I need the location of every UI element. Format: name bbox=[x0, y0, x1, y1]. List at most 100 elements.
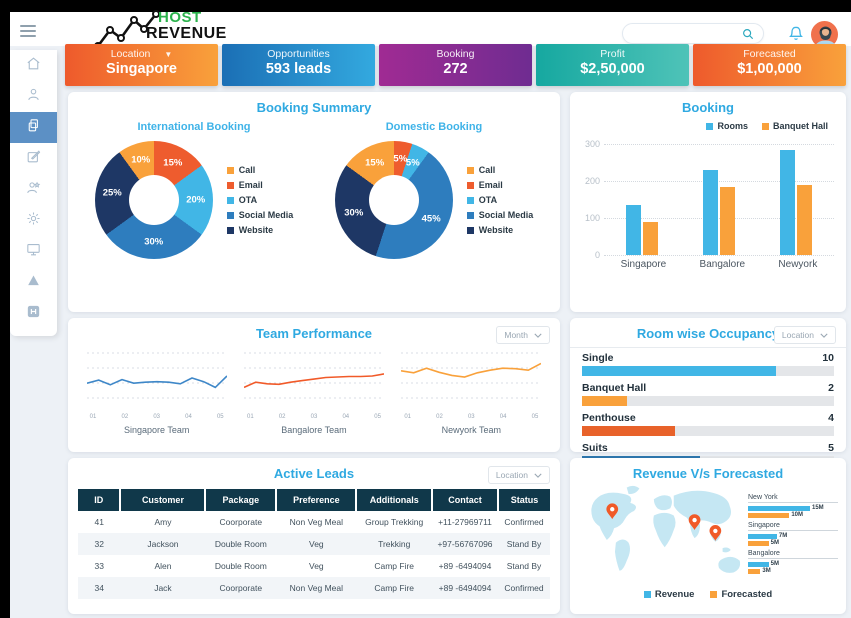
sidebar-item-user[interactable] bbox=[10, 81, 57, 112]
table-cell: +97-56767096 bbox=[431, 533, 499, 555]
donut-chart-0: 15% 20% 30% 25% 10% bbox=[94, 141, 213, 259]
sidebar-item-contacts[interactable] bbox=[10, 174, 57, 205]
table-cell: Stand By bbox=[506, 561, 542, 571]
x-tick-label: Newyork bbox=[778, 259, 818, 270]
legend-label: OTA bbox=[478, 195, 498, 205]
table-cell: Stand By bbox=[498, 533, 550, 555]
sidebar-item-monitor[interactable] bbox=[10, 236, 57, 267]
map-pin-icon[interactable] bbox=[688, 514, 701, 531]
x-tick-label: 01 bbox=[89, 414, 97, 420]
table-row[interactable]: 34 Jack Coorporate Non Veg Meal Camp Fire +89… bbox=[78, 577, 550, 599]
sidebar-item-settings[interactable] bbox=[10, 205, 57, 236]
donut-flex: 15% 20% 30% 25% 10% Call Email OTA Social Media W… bbox=[80, 141, 308, 259]
room-count-value: 2 bbox=[828, 382, 834, 394]
edit-icon bbox=[25, 148, 42, 170]
world-map bbox=[591, 485, 741, 573]
map-pin-icon[interactable] bbox=[606, 503, 619, 520]
table-row[interactable]: 41 Amy Coorporate Non Veg Meal Group Trekkin… bbox=[78, 511, 550, 533]
donut-subtitle: Domestic Booking bbox=[385, 121, 483, 133]
column-header-customer: Customer bbox=[119, 489, 206, 511]
table-cell: Jack bbox=[120, 577, 206, 599]
search-icon[interactable] bbox=[741, 27, 755, 41]
search-input[interactable] bbox=[622, 23, 764, 44]
room-count-value: 4 bbox=[828, 412, 834, 424]
legend-swatch bbox=[706, 122, 714, 130]
gridline bbox=[604, 255, 834, 256]
chevron-down-icon bbox=[534, 473, 542, 478]
map-pin-icon[interactable] bbox=[709, 525, 722, 541]
x-tick-label: 04 bbox=[499, 414, 507, 420]
legend-label: Email bbox=[478, 180, 503, 190]
x-tick-label: 04 bbox=[342, 414, 350, 420]
booking-chart-card: Booking Rooms Banquet Hall 300 200 100 0 Sin… bbox=[570, 92, 846, 312]
donut-slice-label: 15% bbox=[163, 157, 183, 169]
table-cell: Confirmed bbox=[504, 517, 544, 527]
occupancy-fill-bar bbox=[582, 396, 628, 406]
notifications-button[interactable] bbox=[786, 24, 806, 44]
kpi-card-opportunities[interactable]: Opportunities 593 leads bbox=[222, 44, 375, 86]
sparkline-xticks: 01 02 03 04 05 bbox=[82, 414, 232, 420]
kpi-card-profit[interactable]: Profit $2,50,000 bbox=[536, 44, 689, 86]
donut-block-1: Domestic Booking 5% 5% 45% 30% 15% Call Email OT… bbox=[320, 117, 548, 259]
city-bars-new-york: New York 15M 10M bbox=[748, 494, 838, 518]
gridline bbox=[604, 144, 834, 146]
bar-rooms[interactable] bbox=[779, 149, 795, 255]
kpi-card-forecasted[interactable]: Forecasted $1,00,000 bbox=[693, 44, 846, 86]
room-type-label: Single bbox=[582, 352, 614, 364]
legend-swatch bbox=[643, 591, 651, 598]
occupancy-track bbox=[582, 366, 834, 376]
logo-word-revenue: REVENUE bbox=[146, 25, 227, 42]
table-cell: Alen bbox=[154, 561, 172, 571]
revenue-bar bbox=[748, 533, 777, 539]
legend-label: Social Media bbox=[238, 210, 294, 220]
month-dropdown[interactable]: Month bbox=[496, 326, 550, 344]
city-name-label: Singapore bbox=[748, 522, 838, 531]
donut-slice-label: 30% bbox=[144, 236, 164, 248]
documents-icon bbox=[25, 117, 42, 139]
room-count-value: 5 bbox=[828, 442, 834, 454]
occupancy-row-labels: Single 10 bbox=[582, 352, 834, 364]
legend-swatch bbox=[466, 166, 474, 174]
sparkline bbox=[396, 347, 546, 414]
legend-label: OTA bbox=[238, 195, 258, 205]
column-header-additionals: Additionals bbox=[355, 489, 432, 511]
kpi-card-location[interactable]: Location ▼ Singapore bbox=[65, 44, 218, 86]
revenue-map-legend: Revenue Forecasted bbox=[570, 589, 846, 600]
bar-rooms[interactable] bbox=[702, 170, 718, 255]
revenue-map-card: Revenue V/s Forecasted New York 15M 10M Sin… bbox=[570, 458, 846, 614]
table-cell: Coorporate bbox=[205, 577, 277, 599]
table-cell: Group Trekking bbox=[365, 517, 424, 527]
booking-chart-area bbox=[604, 137, 834, 256]
table-row[interactable]: 33 Alen Double Room Veg Camp Fire +89 -649409… bbox=[78, 555, 550, 577]
sidebar-item-home[interactable] bbox=[10, 50, 57, 81]
legend-item: Website bbox=[226, 225, 294, 235]
bar-banquet-hall[interactable] bbox=[796, 184, 812, 255]
kpi-card-booking[interactable]: Booking 272 bbox=[379, 44, 532, 86]
donut-subtitle: International Booking bbox=[137, 121, 251, 133]
sidebar-item-documents[interactable] bbox=[10, 112, 57, 143]
sidebar-item-drive[interactable] bbox=[10, 267, 57, 298]
table-cell: +11-27969711 bbox=[438, 517, 492, 527]
occupancy-location-dropdown[interactable]: Location bbox=[773, 326, 836, 344]
sidebar-item-edit[interactable] bbox=[10, 143, 57, 174]
logo-word-host: HOST bbox=[158, 9, 202, 26]
bar-rooms[interactable] bbox=[626, 205, 642, 255]
x-tick-label: 02 bbox=[436, 414, 443, 420]
donut-slice-label: 5% bbox=[405, 157, 420, 169]
table-row[interactable]: 32 Jackson Double Room Veg Trekking +97-56767… bbox=[78, 533, 550, 555]
leads-location-dropdown[interactable]: Location bbox=[487, 466, 550, 484]
team-name-label: Singapore Team bbox=[123, 425, 190, 435]
donut-block-0: International Booking 15% 20% 30% 25% 10% Call… bbox=[80, 117, 308, 259]
legend-item: OTA bbox=[226, 195, 294, 205]
city-name-label: Bangalore bbox=[748, 550, 838, 559]
active-leads-table: ID Customer Package Preference Additionals Co… bbox=[78, 489, 550, 599]
bar-banquet-hall[interactable] bbox=[719, 186, 735, 255]
sidebar-item-hotel[interactable] bbox=[10, 298, 57, 329]
hamburger-menu-icon[interactable] bbox=[20, 25, 36, 40]
revenue-bar bbox=[748, 505, 810, 511]
legend-item: Email bbox=[466, 180, 534, 190]
bar-banquet-hall[interactable] bbox=[643, 221, 659, 255]
kpi-dropdown-caret-icon[interactable]: ▼ bbox=[164, 50, 173, 59]
x-tick-label: 05 bbox=[374, 414, 381, 420]
x-tick-label: 05 bbox=[216, 414, 224, 420]
